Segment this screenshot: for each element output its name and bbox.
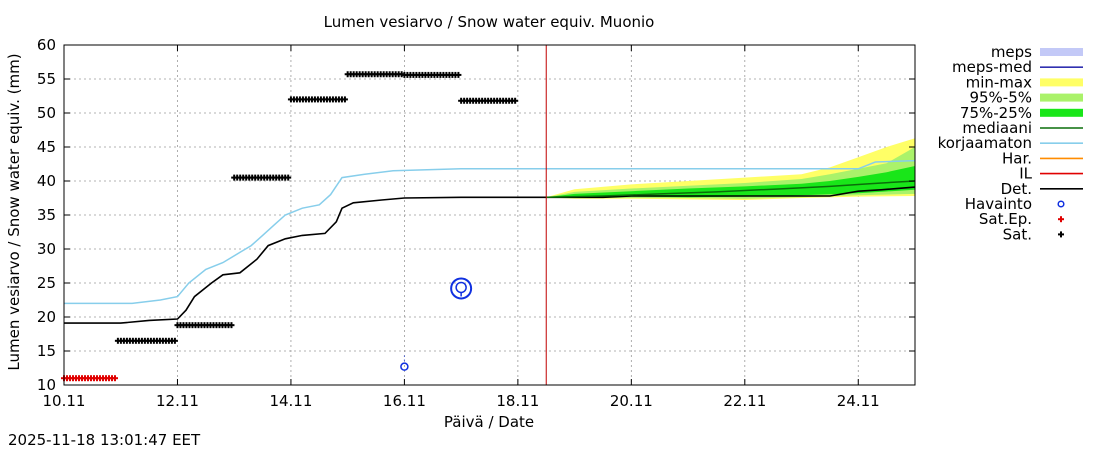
timestamp: 2025-11-18 13:01:47 EET [8, 431, 201, 449]
x-axis-label: Päivä / Date [444, 413, 534, 431]
sat-segment [287, 96, 348, 103]
legend-label: min-max [966, 73, 1033, 91]
x-tick-label: 22.11 [723, 392, 766, 410]
legend-label: 75%-25% [960, 104, 1032, 122]
x-tick-label: 12.11 [156, 392, 199, 410]
legend-label: meps [991, 43, 1032, 61]
grid [63, 44, 915, 386]
legend-label: Sat. [1003, 225, 1032, 243]
legend-swatch [1040, 78, 1083, 87]
legend-label: meps-med [952, 58, 1032, 76]
legend-label: Havainto [965, 195, 1032, 213]
y-tick-label: 35 [37, 206, 56, 224]
y-tick-label: 60 [37, 36, 56, 54]
x-tick-label: 10.11 [43, 392, 86, 410]
forecast-bands [546, 138, 915, 200]
y-tick-label: 25 [37, 274, 56, 292]
legend-swatch [1040, 108, 1083, 117]
series-mediaani [546, 180, 916, 199]
x-tick-label: 16.11 [383, 392, 426, 410]
y-axis-label: Lumen vesiarvo / Snow water equiv. (mm) [5, 53, 23, 370]
band-75-25- [546, 166, 915, 198]
havainto-point-inner [455, 281, 467, 294]
x-tick-label: 18.11 [496, 392, 539, 410]
y-tick-label: 30 [37, 240, 56, 258]
havainto-point [450, 277, 473, 300]
sat-segment [344, 71, 405, 78]
sat-segment [174, 322, 235, 329]
legend-label: korjaamaton [938, 134, 1032, 152]
y-tick-label: 20 [37, 308, 56, 326]
observation-marks [61, 71, 519, 382]
chart-title: Lumen vesiarvo / Snow water equiv. Muoni… [324, 13, 655, 31]
series-det- [64, 186, 916, 324]
sat-segment [231, 174, 292, 181]
x-tick-label: 24.11 [837, 392, 880, 410]
legend-label: Sat.Ep. [979, 210, 1032, 228]
legend-label: IL [1019, 165, 1032, 183]
sat-segment [401, 71, 462, 78]
y-tick-label: 45 [37, 138, 56, 156]
sat-ep-segment [61, 375, 118, 382]
y-tick-label: 15 [37, 342, 56, 360]
x-tick-label: 14.11 [269, 392, 312, 410]
legend-swatch [1040, 48, 1083, 56]
series-lines [64, 159, 916, 324]
x-tick-label: 20.11 [610, 392, 653, 410]
legend-label: Har. [1002, 149, 1032, 167]
series-korjaamaton [64, 159, 916, 305]
legend-label: Det. [1001, 180, 1032, 198]
sat-segment [114, 337, 178, 344]
y-tick-label: 50 [37, 104, 56, 122]
y-tick-label: 55 [37, 70, 56, 88]
legend-swatch [1040, 93, 1083, 102]
y-tick-label: 10 [37, 376, 56, 394]
sat-segment [458, 97, 519, 104]
legend-label: 95%-5% [969, 89, 1032, 107]
legend-label: mediaani [962, 119, 1032, 137]
y-tick-label: 40 [37, 172, 56, 190]
axis-ticks: 10.11 12.11 14.11 16.11 18.11 20.11 22.11 24.11… [37, 36, 915, 410]
havainto-point [400, 362, 409, 371]
legend: mepsmeps-medmin-max95%-5%75%-25%mediaani… [938, 43, 1083, 243]
legend-swatch [1057, 200, 1065, 208]
